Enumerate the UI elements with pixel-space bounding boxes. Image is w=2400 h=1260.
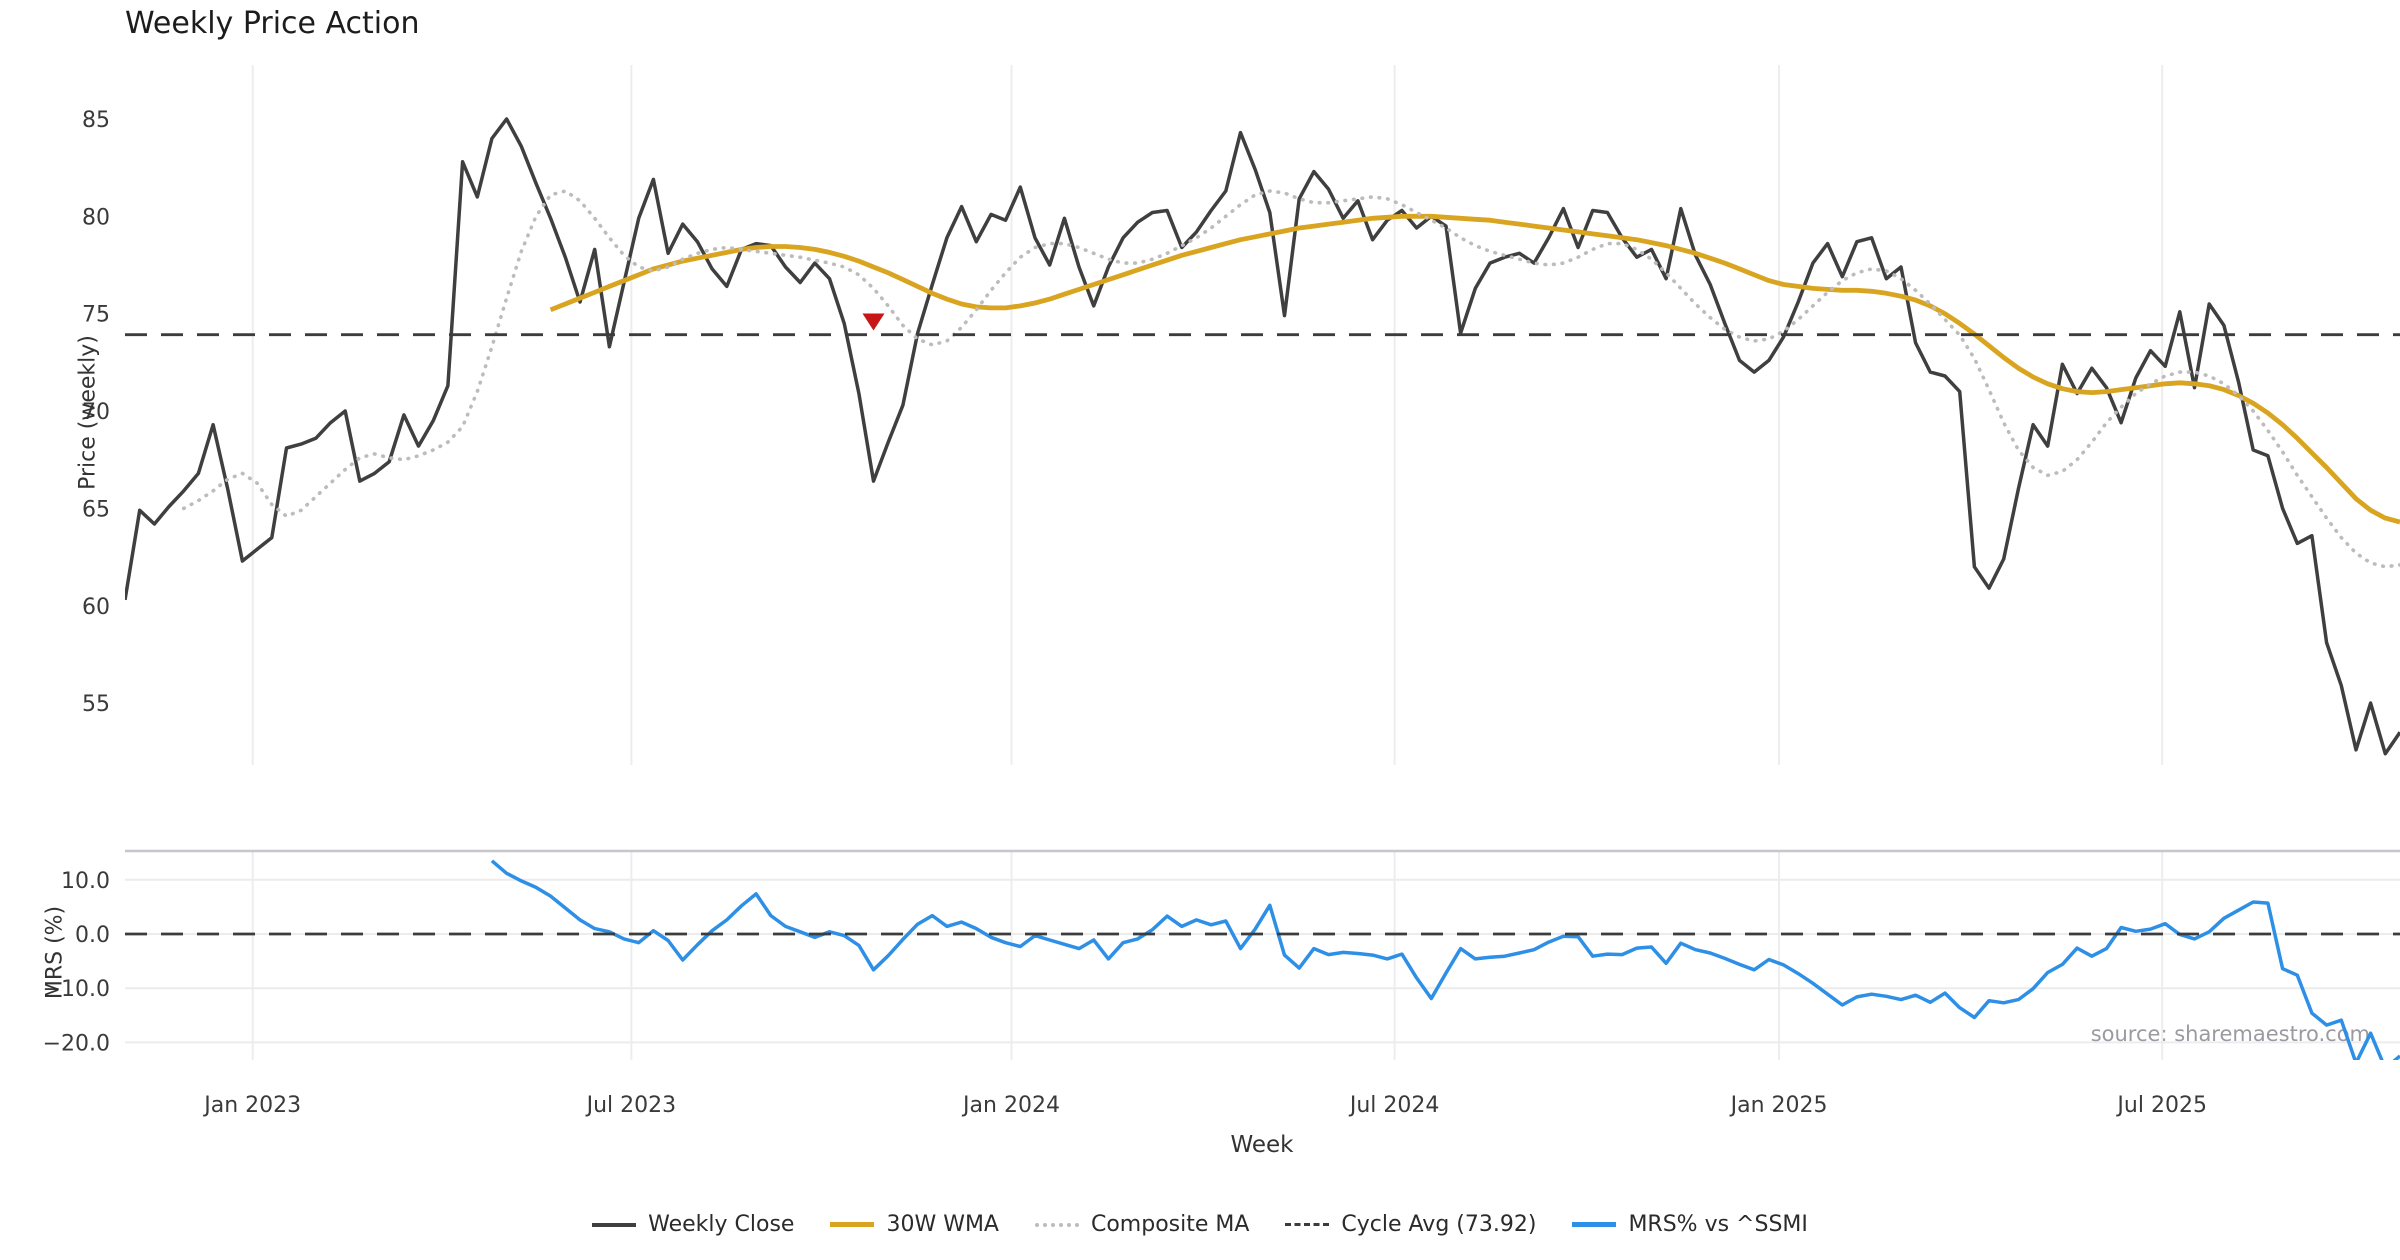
legend-swatch — [592, 1222, 637, 1227]
legend-swatch — [1572, 1222, 1617, 1227]
legend: Weekly Close 30W WMA Composite MA Cycle Avg… — [0, 1212, 2400, 1237]
price-tick-label: 80 — [82, 205, 110, 230]
legend-item-30w-wma: 30W WMA — [830, 1212, 999, 1237]
legend-label: MRS% vs ^SSMI — [1628, 1212, 1808, 1237]
legend-swatch — [1285, 1223, 1330, 1226]
legend-item-composite-ma: Composite MA — [1034, 1212, 1250, 1237]
sell-signal-marker — [862, 313, 885, 331]
series-weekly-close — [125, 117, 2400, 756]
series-mrs-vs-ssmi — [490, 859, 2400, 1060]
legend-item-cycle-avg-73-92: Cycle Avg (73.92) — [1285, 1212, 1536, 1237]
chart-title: Weekly Price Action — [125, 6, 420, 41]
price-tick-label: 60 — [82, 595, 110, 620]
mrs-axis-label: MRS (%) — [42, 905, 68, 1000]
x-tick-label: Jan 2023 — [202, 1093, 301, 1118]
price-axis-label: Price (weekly) — [75, 335, 101, 490]
price-tick-label: 75 — [82, 303, 110, 328]
price-tick-label: 65 — [82, 497, 110, 522]
legend-item-mrs-vs-ssmi: MRS% vs ^SSMI — [1572, 1212, 1808, 1237]
price-tick-label: 85 — [82, 108, 110, 133]
x-tick-label: Jul 2025 — [2115, 1093, 2207, 1118]
x-axis-label: Week — [1230, 1132, 1294, 1158]
legend-label: Cycle Avg (73.92) — [1341, 1212, 1537, 1237]
x-tick-label: Jul 2023 — [585, 1093, 677, 1118]
x-tick-label: Jan 2025 — [1729, 1093, 1828, 1118]
x-tick-label: Jan 2024 — [961, 1093, 1060, 1118]
price-tick-label: 70 — [82, 400, 110, 425]
price-tick-label: 55 — [82, 692, 110, 717]
mrs-tick-label: −10.0 — [43, 977, 110, 1002]
legend-swatch — [1034, 1222, 1079, 1227]
legend-label: Weekly Close — [648, 1212, 795, 1237]
legend-swatch — [830, 1222, 875, 1227]
mrs-tick-label: −20.0 — [43, 1031, 110, 1056]
legend-label: Composite MA — [1090, 1212, 1250, 1237]
series-30w-wma — [549, 213, 2400, 525]
legend-item-weekly-close: Weekly Close — [592, 1212, 794, 1237]
mrs-tick-label: 0.0 — [75, 923, 110, 948]
x-tick-label: Jul 2024 — [1348, 1093, 1440, 1118]
legend-label: 30W WMA — [886, 1212, 999, 1237]
mrs-tick-label: 10.0 — [61, 869, 110, 894]
